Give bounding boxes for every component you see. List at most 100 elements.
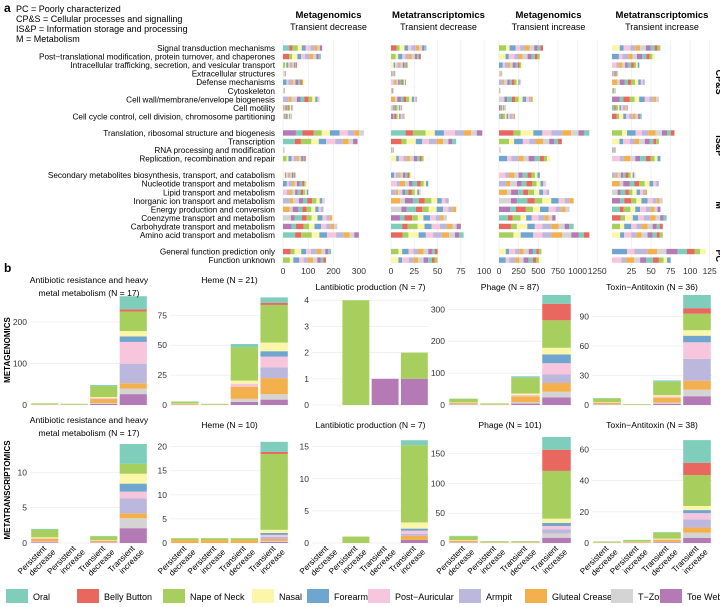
bar-segment <box>527 223 535 230</box>
bar-segment <box>510 113 512 120</box>
bar-segment <box>561 206 566 213</box>
bar-segment <box>499 232 514 238</box>
bar-segment <box>288 181 293 187</box>
bar-segment <box>645 189 648 195</box>
legend-swatch <box>163 589 185 603</box>
bar-segment <box>200 540 229 543</box>
bar-segment <box>638 79 641 85</box>
bar-segment <box>642 79 645 85</box>
tick-label: 100 <box>13 358 27 368</box>
bar-segment <box>499 181 507 187</box>
bar-segment <box>507 79 510 85</box>
tick-label: 300 <box>352 266 366 276</box>
bar-segment <box>311 215 318 221</box>
bar-segment <box>443 206 449 213</box>
bar-segment <box>683 330 711 336</box>
bar-segment <box>528 248 533 255</box>
bar-segment <box>536 257 539 263</box>
bar-segment <box>641 232 648 238</box>
bar-segment <box>619 45 624 51</box>
bar-segment <box>515 248 520 255</box>
tick-label: 2 <box>304 348 309 358</box>
bar-segment <box>284 105 286 111</box>
tick-label: 750 <box>551 266 565 276</box>
bar-segment <box>425 130 435 136</box>
bar-segment <box>393 113 395 120</box>
bar-segment <box>631 232 637 238</box>
bar-segment <box>504 96 508 102</box>
bar-segment <box>317 257 321 263</box>
bar-segment <box>230 380 259 384</box>
bar-segment <box>632 172 635 178</box>
bar-segment <box>391 62 394 68</box>
bar-segment <box>627 248 635 255</box>
bar-segment <box>283 215 291 221</box>
tick-label: 40 <box>580 476 590 486</box>
bar-segment <box>652 223 657 230</box>
bar-segment <box>339 130 348 136</box>
bar-segment <box>531 53 535 60</box>
bar-segment <box>504 79 508 85</box>
bar-segment <box>287 172 290 178</box>
abbrev-legend-line: IS&P = Information storage and processin… <box>16 24 188 34</box>
bar-segment <box>320 257 324 263</box>
bar-segment <box>302 181 305 187</box>
bar-segment <box>396 45 400 51</box>
tick-label: 3 <box>304 321 309 331</box>
bar-segment <box>230 386 259 399</box>
bar-segment <box>667 130 671 136</box>
bar-segment <box>512 215 521 221</box>
bar-segment <box>571 232 579 238</box>
tick-label: 20 <box>158 442 168 452</box>
bar-segment <box>516 181 522 187</box>
bar-segment <box>354 232 359 238</box>
bar-segment <box>531 172 535 178</box>
facet-subtitle: Transient decrease <box>290 22 367 32</box>
bar-segment <box>642 189 646 195</box>
bar-segment <box>542 537 571 543</box>
bar-segment <box>454 130 465 136</box>
tick-label: 500 <box>531 266 545 276</box>
bar-segment <box>297 45 302 51</box>
bar-segment <box>316 198 320 204</box>
tick-label: 300 <box>431 304 445 314</box>
group-strip-label: CP&S <box>714 70 720 95</box>
bar-segment <box>523 189 529 195</box>
bar-segment <box>334 223 338 230</box>
bar-segment <box>397 113 400 120</box>
bar-segment <box>635 130 642 136</box>
bar-segment <box>516 223 528 230</box>
bar-segment <box>435 215 441 221</box>
bar-segment <box>283 232 296 238</box>
bar-segment <box>538 257 542 263</box>
bar-segment <box>430 215 436 221</box>
bar-segment <box>647 248 657 255</box>
bar-segment <box>552 215 556 221</box>
bar-segment <box>408 232 419 238</box>
bar-segment <box>295 62 297 68</box>
bar-segment <box>426 181 429 187</box>
tick-label: 15 <box>158 466 168 476</box>
bar-segment <box>290 113 292 120</box>
bar-segment <box>402 257 409 263</box>
bar-segment <box>631 198 637 204</box>
bar-segment <box>391 232 403 238</box>
bar-segment <box>395 105 397 111</box>
bar-segment <box>652 198 657 204</box>
bar-segment <box>656 223 660 230</box>
bar-segment <box>635 113 639 120</box>
bar-segment <box>314 223 322 230</box>
bar-segment <box>119 341 147 364</box>
bar-segment <box>303 189 306 195</box>
facet-subtitle: Transient decrease <box>400 22 477 32</box>
bar-segment <box>406 96 410 102</box>
bar-segment <box>638 113 640 120</box>
bar-segment <box>533 130 543 136</box>
bar-segment <box>397 62 400 68</box>
bar-segment <box>406 206 416 213</box>
